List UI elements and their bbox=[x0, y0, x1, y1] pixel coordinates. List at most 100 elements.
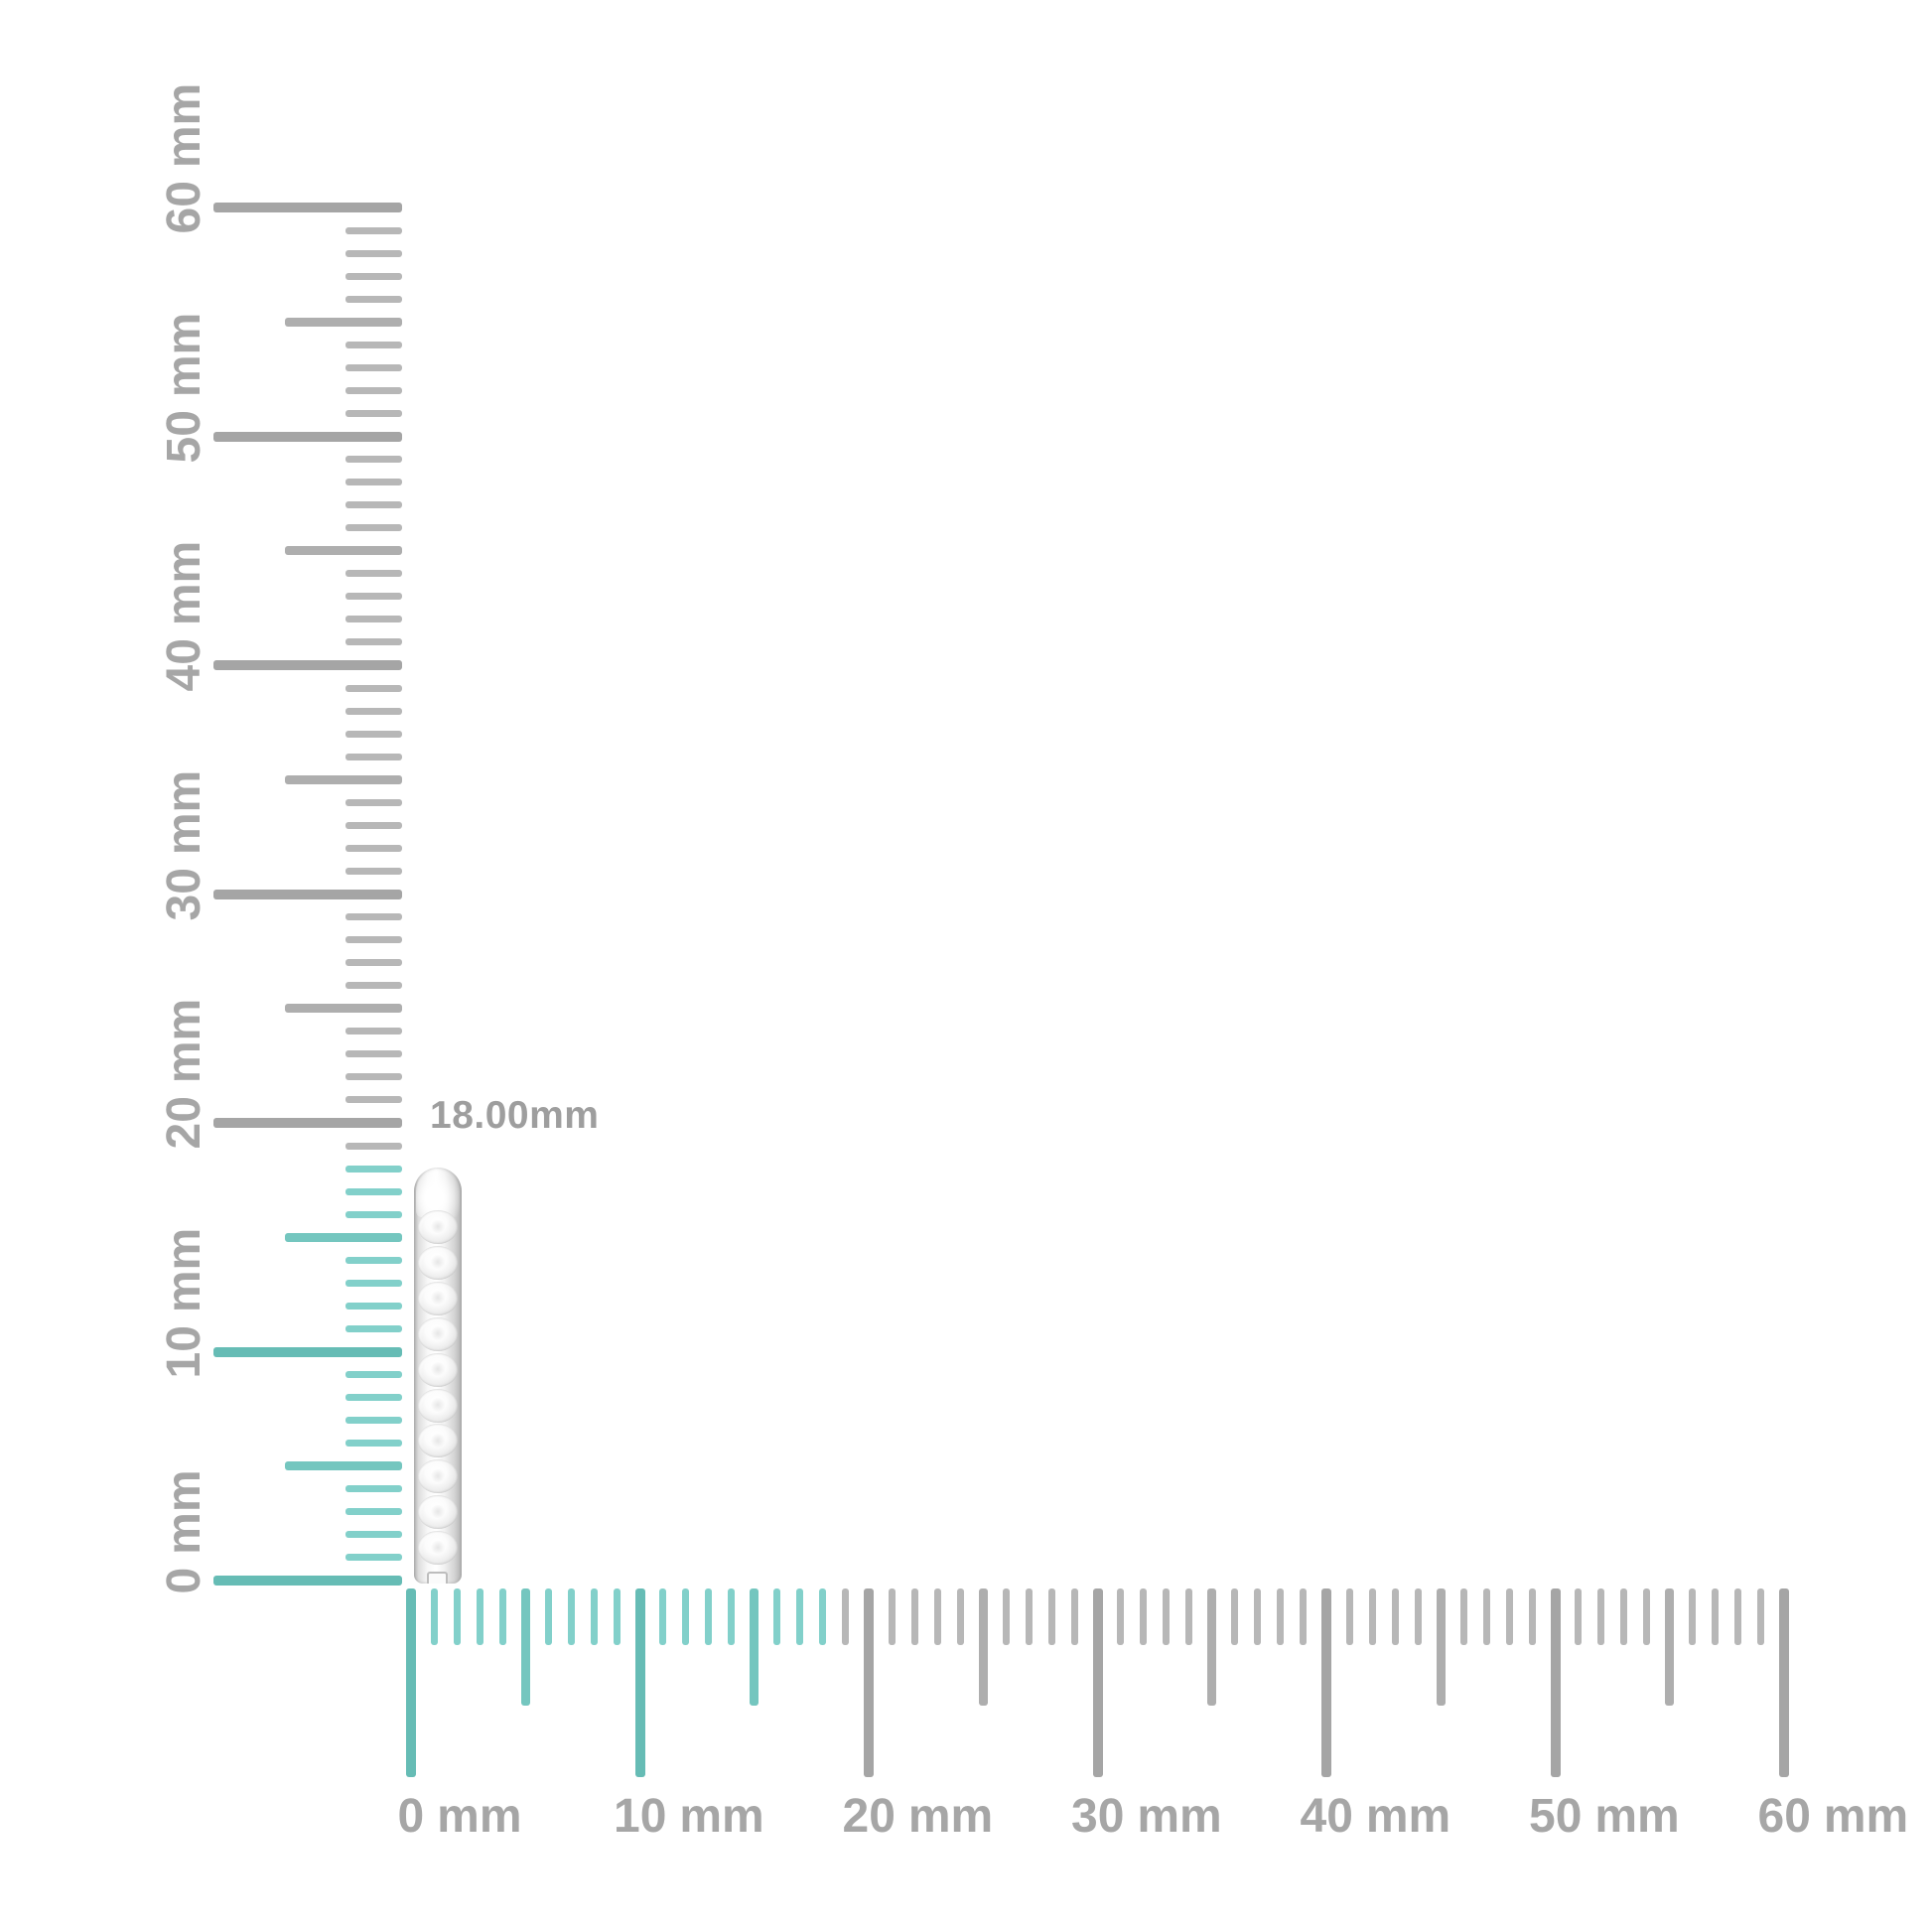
ruler-tick bbox=[345, 363, 402, 371]
ruler-label-number: 20 bbox=[158, 1096, 210, 1150]
ruler-tick bbox=[285, 1232, 402, 1242]
ruler-label-number: 40 bbox=[158, 638, 210, 692]
ruler-tick bbox=[345, 798, 402, 806]
ruler-tick bbox=[1459, 1588, 1467, 1645]
ruler-tick bbox=[842, 1588, 850, 1645]
ruler-tick bbox=[345, 1508, 402, 1516]
ruler-tick bbox=[345, 593, 402, 601]
ruler-tick bbox=[453, 1588, 461, 1645]
ruler-tick bbox=[345, 570, 402, 578]
ruler-tick bbox=[1482, 1588, 1490, 1645]
ruler-tick bbox=[345, 1096, 402, 1104]
ruler-tick bbox=[345, 479, 402, 486]
ruler-tick bbox=[345, 684, 402, 692]
ruler-label-number: 60 bbox=[158, 181, 210, 234]
ruler-tick bbox=[1321, 1588, 1331, 1777]
ruler-label-number: 50 bbox=[158, 409, 210, 463]
ruler-tick bbox=[682, 1588, 690, 1645]
ruler-tick bbox=[345, 1142, 402, 1150]
ruler-tick bbox=[285, 1461, 402, 1471]
ruler-label-number: 20 bbox=[842, 1790, 896, 1843]
ruler-tick bbox=[345, 524, 402, 532]
ruler-label-unit: mm bbox=[158, 540, 210, 626]
ruler-tick bbox=[705, 1588, 713, 1645]
ruler-tick bbox=[213, 660, 402, 670]
ruler-tick bbox=[345, 1417, 402, 1425]
diamond-stone bbox=[418, 1388, 458, 1423]
ruler-tick bbox=[910, 1588, 918, 1645]
hinge-notch bbox=[427, 1572, 448, 1584]
ruler-tick bbox=[285, 317, 402, 327]
diamond-stone bbox=[418, 1459, 458, 1494]
diamond-stone bbox=[418, 1495, 458, 1530]
ruler-label-number: 10 bbox=[614, 1790, 667, 1843]
ruler-label-unit: mm bbox=[1365, 1790, 1451, 1843]
ruler-label-unit: mm bbox=[158, 1227, 210, 1312]
ruler-tick bbox=[213, 431, 402, 442]
ruler-label-unit: mm bbox=[158, 769, 210, 855]
diamond-stone bbox=[418, 1424, 458, 1458]
ruler-tick bbox=[345, 821, 402, 829]
ruler-tick bbox=[345, 753, 402, 760]
ruler-tick bbox=[1597, 1588, 1605, 1645]
ruler-tick bbox=[345, 456, 402, 464]
ruler-tick bbox=[1757, 1588, 1765, 1645]
ruler-tick bbox=[345, 959, 402, 967]
ruler-tick bbox=[345, 386, 402, 394]
ruler-tick bbox=[1734, 1588, 1742, 1645]
ruler-tick bbox=[345, 249, 402, 257]
ruler-tick bbox=[1414, 1588, 1422, 1645]
ruler-tick bbox=[213, 1346, 402, 1357]
ruler-tick bbox=[345, 982, 402, 990]
ruler-label-unit: mm bbox=[1137, 1790, 1222, 1843]
ruler-tick bbox=[345, 501, 402, 509]
ruler-tick bbox=[1025, 1588, 1033, 1645]
ruler-tick bbox=[345, 616, 402, 623]
ruler-label-unit: mm bbox=[158, 312, 210, 397]
measurement-label: 18.00mm bbox=[430, 1094, 600, 1137]
diamond-stone bbox=[418, 1531, 458, 1566]
ruler-tick bbox=[345, 844, 402, 852]
ruler-tick bbox=[590, 1588, 598, 1645]
ruler-tick bbox=[613, 1588, 621, 1645]
ruler-label-unit: mm bbox=[679, 1790, 764, 1843]
ruler-tick bbox=[345, 1554, 402, 1562]
ruler-tick bbox=[345, 1531, 402, 1539]
ruler-label: 30 mm bbox=[158, 769, 210, 920]
ruler-tick bbox=[430, 1588, 438, 1645]
ruler-tick bbox=[213, 1118, 402, 1128]
ruler-label: 20 mm bbox=[158, 998, 210, 1150]
ruler-tick bbox=[750, 1588, 759, 1706]
ruler-tick bbox=[285, 546, 402, 556]
ruler-tick bbox=[956, 1588, 964, 1645]
ruler-label-unit: mm bbox=[1823, 1790, 1909, 1843]
ruler-tick bbox=[345, 226, 402, 234]
ruler-label: 60 mm bbox=[158, 82, 210, 234]
ruler-tick bbox=[1528, 1588, 1536, 1645]
ruler-tick bbox=[819, 1588, 827, 1645]
ruler-label-number: 0 bbox=[158, 1567, 210, 1594]
ruler-tick bbox=[345, 1050, 402, 1058]
ruler-tick bbox=[345, 1324, 402, 1332]
ruler-tick bbox=[345, 272, 402, 280]
ruler-label-unit: mm bbox=[158, 998, 210, 1084]
ruler-tick bbox=[1368, 1588, 1376, 1645]
ruler-label-number: 30 bbox=[158, 867, 210, 920]
ruler-tick bbox=[1550, 1588, 1561, 1777]
ruler-tick bbox=[933, 1588, 941, 1645]
ruler-tick bbox=[285, 1004, 402, 1014]
ruler-tick bbox=[345, 867, 402, 875]
ruler-tick bbox=[345, 1187, 402, 1195]
diamond-stone bbox=[418, 1210, 458, 1244]
ruler-tick bbox=[1575, 1588, 1583, 1645]
ruler-label-unit: mm bbox=[437, 1790, 522, 1843]
ruler-tick bbox=[728, 1588, 736, 1645]
ruler-tick bbox=[345, 295, 402, 303]
ruler-tick bbox=[1140, 1588, 1148, 1645]
ruler-tick bbox=[213, 1576, 402, 1586]
diamond-stone bbox=[418, 1281, 458, 1315]
ruler-tick bbox=[1712, 1588, 1720, 1645]
ruler-label-unit: mm bbox=[158, 82, 210, 169]
